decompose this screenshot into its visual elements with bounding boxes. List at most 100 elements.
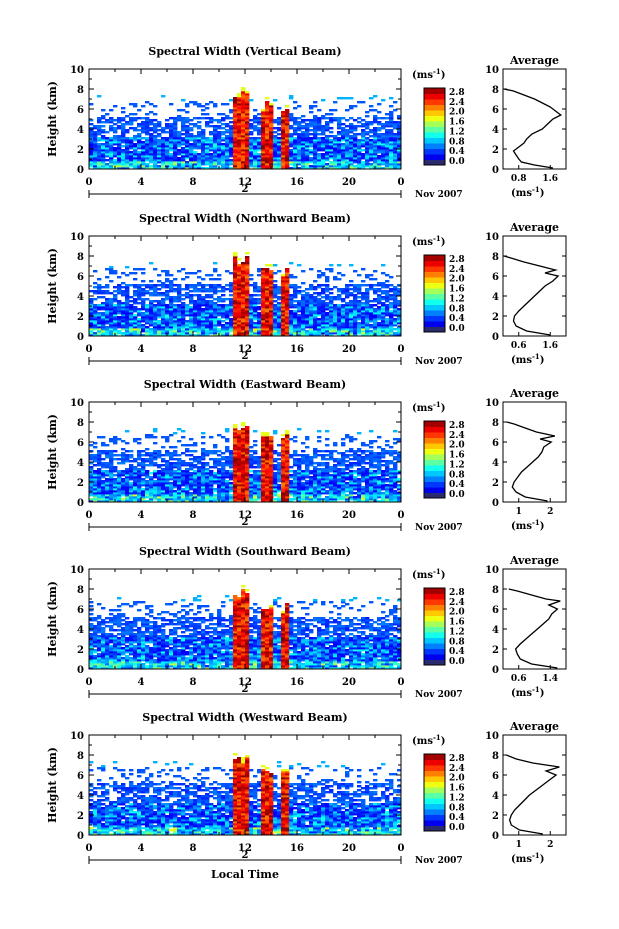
heatmap-cell xyxy=(137,288,142,291)
heatmap-cell xyxy=(221,143,226,146)
heatmap-cell xyxy=(261,320,266,323)
heatmap-cell xyxy=(277,167,282,170)
heatmap-cell xyxy=(217,300,222,303)
heatmap-cell xyxy=(201,105,206,108)
heatmap-cell xyxy=(337,117,342,120)
heatmap-cell xyxy=(233,312,238,315)
heatmap-cell xyxy=(361,167,366,170)
heatmap-cell xyxy=(117,438,122,441)
heatmap-cell xyxy=(117,161,122,164)
heatmap-cell xyxy=(109,268,114,271)
heatmap-cell xyxy=(281,302,286,305)
heatmap-cell xyxy=(297,153,302,156)
heatmap-cell xyxy=(261,113,266,116)
heatmap-cell xyxy=(261,139,266,142)
heatmap-cell xyxy=(97,151,102,154)
heatmap-cell xyxy=(257,147,262,150)
heatmap-cell xyxy=(301,320,306,323)
heatmap-cell xyxy=(389,310,394,313)
heatmap-cell xyxy=(125,302,130,305)
heatmap-cell xyxy=(189,444,194,447)
heatmap-cell xyxy=(165,290,170,293)
heatmap-cell xyxy=(137,125,142,128)
heatmap-cell xyxy=(301,155,306,158)
heatmap-cell xyxy=(305,288,310,291)
heatmap-cell xyxy=(269,286,274,289)
heatmap-cell xyxy=(365,111,370,114)
heatmap-cell xyxy=(273,280,278,283)
heatmap-cell xyxy=(241,282,246,285)
heatmap-cell xyxy=(145,127,150,130)
heatmap-cell xyxy=(129,284,134,287)
heatmap-cell xyxy=(241,123,246,126)
heatmap-cell xyxy=(109,125,114,128)
heatmap-cell xyxy=(281,157,286,160)
heatmap-cell xyxy=(281,282,286,285)
heatmap-cell xyxy=(133,320,138,323)
panel-0: Spectral Width (Vertical Beam)0246810Hei… xyxy=(46,45,567,200)
heatmap-cell xyxy=(109,119,114,122)
heatmap-cell xyxy=(149,292,154,295)
heatmap-cell xyxy=(361,149,366,152)
heatmap-cell xyxy=(261,163,266,166)
heatmap-cell xyxy=(173,326,178,329)
heatmap-cell xyxy=(145,125,150,128)
heatmap-cell xyxy=(277,324,282,327)
heatmap-cell xyxy=(101,131,106,134)
heatmap-cell xyxy=(381,137,386,140)
heatmap-cell xyxy=(157,332,162,335)
heatmap-cell xyxy=(105,163,110,166)
heatmap-cell xyxy=(117,159,122,162)
heatmap-cell xyxy=(137,268,142,271)
colorbar-tick-label: 2.0 xyxy=(449,108,465,118)
heatmap-cell xyxy=(189,149,194,152)
heatmap-cell xyxy=(349,105,354,108)
heatmap-cell xyxy=(301,145,306,148)
heatmap-cell xyxy=(189,123,194,126)
heatmap-cell xyxy=(317,161,322,164)
heatmap-cell xyxy=(109,153,114,156)
heatmap-cell xyxy=(209,117,214,120)
heatmap-cell xyxy=(229,302,234,305)
heatmap-cell xyxy=(161,145,166,148)
heatmap-cell xyxy=(109,163,114,166)
heatmap-cell xyxy=(341,290,346,293)
heatmap-cell xyxy=(205,153,210,156)
heatmap-cell xyxy=(193,290,198,293)
heatmap-cell xyxy=(397,127,402,130)
heatmap-cell xyxy=(153,286,158,289)
heatmap-cell xyxy=(373,147,378,150)
heatmap-cell xyxy=(317,276,322,279)
heatmap-cell xyxy=(281,155,286,158)
heatmap-cell xyxy=(301,290,306,293)
heatmap-cell xyxy=(185,310,190,313)
heatmap-cell xyxy=(217,274,222,277)
heatmap-cell xyxy=(221,456,226,459)
heatmap-cell xyxy=(341,147,346,150)
heatmap-cell xyxy=(181,99,186,102)
colorbar-tick-label: 0.8 xyxy=(449,304,465,314)
heatmap-cell xyxy=(281,113,286,116)
heatmap-cell xyxy=(301,310,306,313)
heatmap-cell xyxy=(321,322,326,325)
heatmap-cell xyxy=(397,135,402,138)
heatmap-cell xyxy=(377,165,382,168)
heatmap-cell xyxy=(341,139,346,142)
heatmap-cell xyxy=(377,149,382,152)
heatmap-cell xyxy=(241,300,246,303)
heatmap-cell xyxy=(317,137,322,140)
heatmap-cell xyxy=(193,153,198,156)
heatmap-cell xyxy=(225,438,230,441)
heatmap-cell xyxy=(177,334,182,337)
heatmap-cell xyxy=(345,119,350,122)
heatmap-cell xyxy=(109,324,114,327)
heatmap-cell xyxy=(105,304,110,307)
heatmap-cell xyxy=(117,454,122,457)
heatmap-cell xyxy=(329,304,334,307)
heatmap-cell xyxy=(101,115,106,118)
heatmap-cell xyxy=(185,139,190,142)
heatmap-cell xyxy=(177,322,182,325)
heatmap-cell xyxy=(349,326,354,329)
heatmap-cell xyxy=(197,304,202,307)
heatmap-cell xyxy=(117,119,122,122)
